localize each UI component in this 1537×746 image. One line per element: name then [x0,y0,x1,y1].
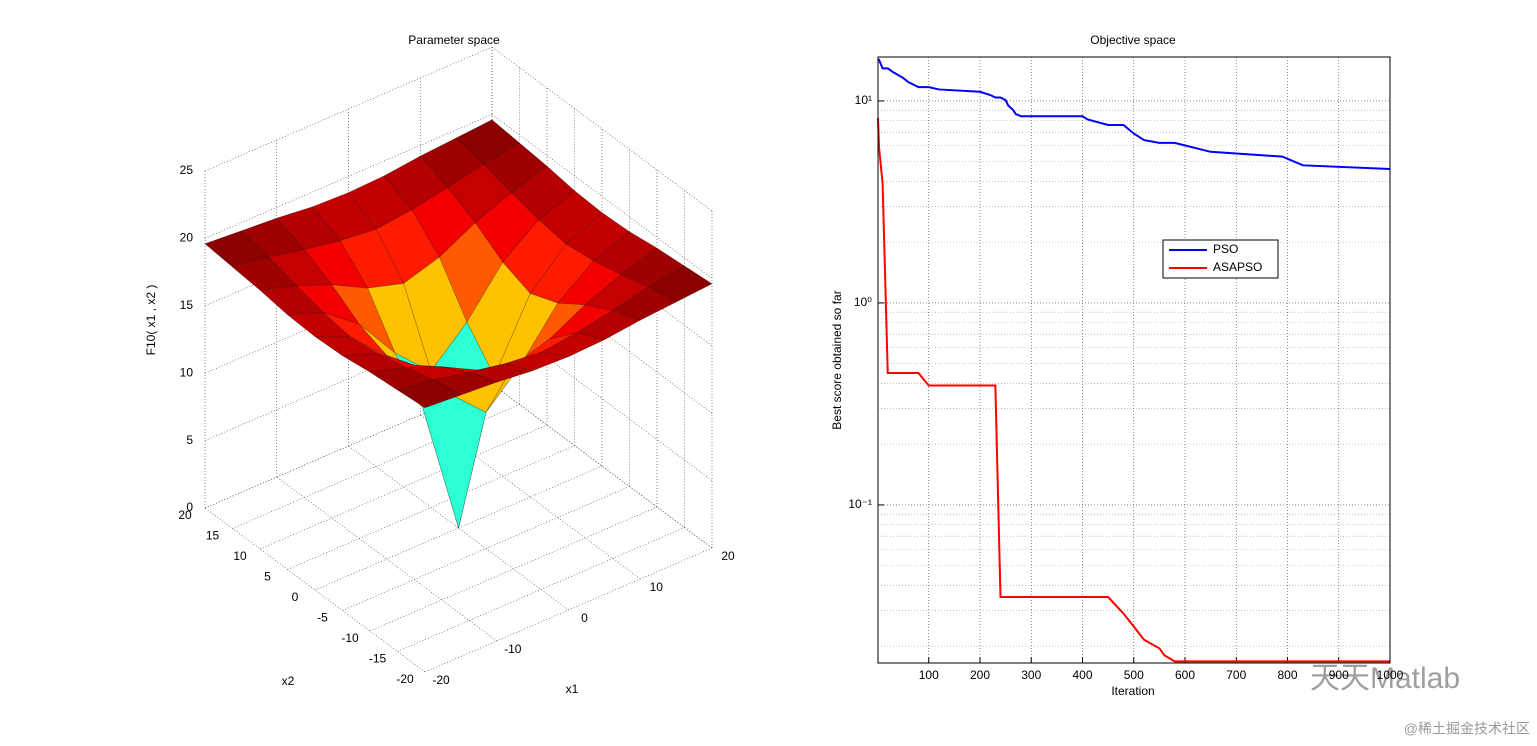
surface-patch [204,230,269,268]
x-tick-label: 700 [1226,668,1246,682]
x2-tick-label: 0 [292,590,299,604]
z-grid-line [491,46,713,212]
x-tick-label: 600 [1175,668,1195,682]
y-grid-line [259,424,548,550]
surface-patch [369,367,435,391]
x-grid-line [204,507,426,673]
z-grid-line [204,114,493,239]
plot-frame [877,56,1391,664]
x2-tick-label: -20 [396,672,414,686]
surface-title: Parameter space [408,33,500,47]
surface-patch [405,366,470,381]
x2-label: x2 [282,674,295,688]
y-grid-line [342,486,630,611]
x-grid-line [491,383,713,549]
x-tick-label: 1000 [1377,668,1404,682]
y-grid-line [369,506,658,632]
x1-label: x1 [566,682,579,696]
x-grid-line [276,476,497,642]
y-grid-line [287,445,575,570]
surface-patch [504,351,570,372]
x1-tick-label: -20 [432,673,450,687]
line-title: Objective space [1090,33,1176,47]
x-tick-label: 100 [919,668,939,682]
y-tick-label: 10⁻¹ [848,497,872,511]
x2-tick-label: -10 [341,631,359,645]
surface-patch [441,363,506,373]
x1-tick-label: 10 [650,580,664,594]
x-grid-line [348,445,569,611]
legend-box [1162,239,1279,279]
x-tick-label: 300 [1021,668,1041,682]
x2-tick-label: 5 [264,570,271,584]
surface-patch [231,256,297,291]
x2-tick-label: 10 [233,549,247,563]
x-axis-label: Iteration [1111,684,1154,698]
surface-patch [540,332,606,357]
x1-tick-label: 20 [721,549,735,563]
x2-tick-label: 20 [178,508,192,522]
x1-tick-label: -10 [504,642,522,656]
x2-tick-label: 15 [206,529,220,543]
z-tick-label: 25 [180,163,194,177]
y-grid-line [397,527,685,652]
x-tick-label: 800 [1277,668,1297,682]
y-axis-label: Best score obtained so far [830,290,844,429]
series-line [877,118,1390,663]
x-tick-label: 500 [1124,668,1144,682]
z-grid-line [491,114,713,279]
series-line [878,58,1391,171]
y-tick-label: 10⁰ [854,295,872,309]
x2-tick-label: -15 [369,652,387,666]
watermark-logo: 天天Matlab [1310,662,1460,695]
z-tick-label: 0 [186,500,193,514]
y-grid-line [232,404,520,529]
surface-patch [396,379,462,409]
x-tick-label: 900 [1329,668,1349,682]
x-tick-label: 200 [970,668,990,682]
surface-patch [350,336,415,366]
legend-label: PSO [1213,242,1238,256]
y-grid-line [424,547,713,673]
z-label: F10( x1 , x2 ) [144,285,158,356]
surface-patch [341,353,407,373]
y-tick-label: 10¹ [855,93,872,107]
y-grid-line [204,383,493,509]
legend-label: ASAPSO [1213,260,1262,274]
z-tick-label: 5 [186,433,193,447]
surface-patch [576,310,641,341]
x-tick-label: 400 [1072,668,1092,682]
z-tick-label: 10 [180,365,194,379]
z-tick-label: 15 [180,298,194,312]
watermark-site: @稀土掘金技术社区 [1404,721,1530,737]
x1-tick-label: 0 [581,611,588,625]
z-tick-label: 20 [180,231,194,245]
x2-tick-label: -5 [317,611,328,625]
z-grid-line [204,316,493,441]
